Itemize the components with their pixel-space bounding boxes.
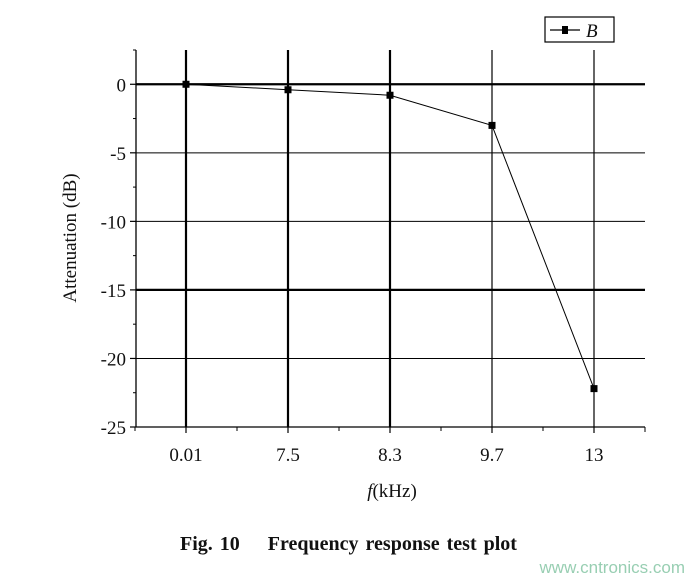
x-tick-label: 0.01 bbox=[169, 445, 202, 466]
x-tick-label: 7.5 bbox=[276, 445, 300, 466]
y-axis-label: Attenuation (dB) bbox=[60, 173, 81, 302]
y-tick-label: -15 bbox=[101, 281, 126, 302]
data-point bbox=[182, 80, 190, 88]
legend-marker bbox=[562, 26, 568, 34]
axes: 0 -5 -10 -15 -20 -25 0.01 7.5 8.3 9.7 13 bbox=[101, 49, 646, 466]
legend: B bbox=[544, 16, 615, 43]
y-tick-label: -25 bbox=[101, 418, 126, 439]
watermark: www.cntronics.com bbox=[539, 558, 685, 577]
data-point bbox=[590, 385, 598, 393]
grid bbox=[136, 50, 645, 427]
y-tick-label: -20 bbox=[101, 349, 126, 370]
figure-caption: Fig. 10 Frequency response test plot bbox=[180, 533, 517, 555]
data-point bbox=[284, 86, 292, 94]
y-tick-label: 0 bbox=[117, 75, 127, 96]
x-axis-label-variable: f bbox=[367, 481, 375, 502]
y-tick-label: -10 bbox=[101, 212, 126, 233]
x-tick-label: 13 bbox=[585, 445, 604, 466]
x-tick-label: 9.7 bbox=[480, 445, 504, 466]
x-axis-label: f(kHz) bbox=[367, 481, 417, 502]
legend-label: B bbox=[586, 21, 598, 42]
data-point bbox=[386, 91, 394, 99]
series-line bbox=[182, 80, 598, 393]
x-tick-label: 8.3 bbox=[378, 445, 402, 466]
y-tick-label: -5 bbox=[110, 144, 126, 165]
data-point bbox=[488, 121, 496, 129]
x-axis-label-unit: (kHz) bbox=[372, 481, 416, 502]
